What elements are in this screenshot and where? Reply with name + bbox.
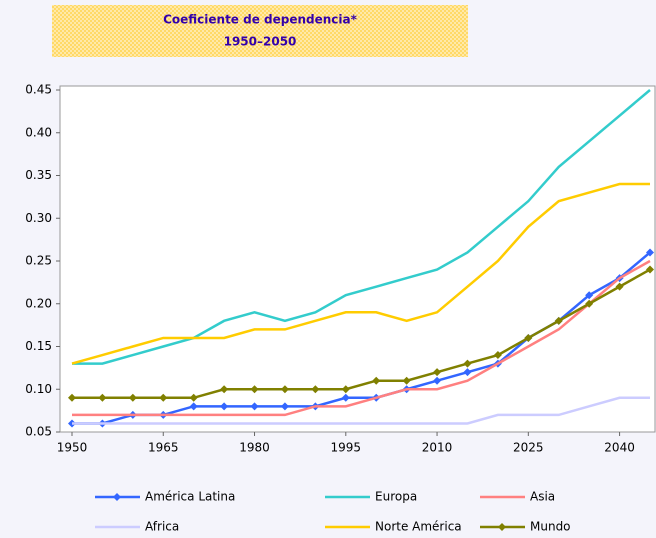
series-line [72,259,651,417]
chart-subtitle: 1950–2050 [224,35,297,49]
point-marker [372,376,381,385]
x-tick-label: 1980 [239,441,270,455]
legend-label: Europa [375,490,417,504]
legend-label: Africa [145,520,179,534]
point-marker [585,291,594,300]
point-marker [554,316,563,325]
point-marker [250,402,259,411]
y-tick-label: 0.20 [25,296,52,310]
point-marker [189,402,198,411]
point-marker [68,393,76,402]
y-tick-label: 0.30 [25,211,52,225]
point-marker [280,385,289,394]
point-marker [250,385,259,394]
point-marker [646,265,654,274]
x-tick-label: 1950 [57,441,88,455]
title-box [52,5,468,57]
point-marker [159,393,168,402]
x-tick-label: 2040 [604,441,635,455]
x-tick-label: 1965 [148,441,179,455]
point-marker [341,393,350,402]
point-marker [341,385,350,394]
y-tick-label: 0.40 [25,125,52,139]
y-tick-label: 0.15 [25,339,52,353]
point-marker [98,393,107,402]
y-tick-label: 0.10 [25,382,52,396]
point-marker [524,333,533,342]
plot-area [59,85,656,433]
series-line [72,268,651,400]
chart-title: Coeficiente de dependencia* [163,13,358,27]
point-marker [615,282,624,291]
point-marker [493,351,502,360]
series-line [71,182,650,365]
y-tick-label: 0.05 [25,425,52,439]
point-marker [128,393,137,402]
legend-marker [113,493,121,501]
y-tick-label: 0.35 [25,168,52,182]
point-marker [463,368,472,377]
legend-label: Norte América [375,520,462,534]
y-tick-label: 0.25 [25,254,52,268]
point-marker [280,402,289,411]
point-marker [433,368,442,377]
series-line [72,89,651,365]
y-tick-label: 0.45 [25,83,52,97]
legend-label: Asia [530,490,555,504]
series-line [72,396,650,425]
point-marker [646,248,654,257]
point-marker [402,376,411,385]
point-marker [220,402,229,411]
point-marker [311,385,320,394]
point-marker [585,299,594,308]
x-tick-label: 2010 [422,441,453,455]
x-tick-label: 2025 [513,441,544,455]
x-tick-label: 1995 [331,441,362,455]
legend-label: América Latina [145,490,235,504]
point-marker [433,376,442,385]
legend-marker [498,523,506,531]
point-marker [463,359,472,368]
point-marker [189,393,198,402]
point-marker [220,385,229,394]
legend-label: Mundo [530,520,571,534]
